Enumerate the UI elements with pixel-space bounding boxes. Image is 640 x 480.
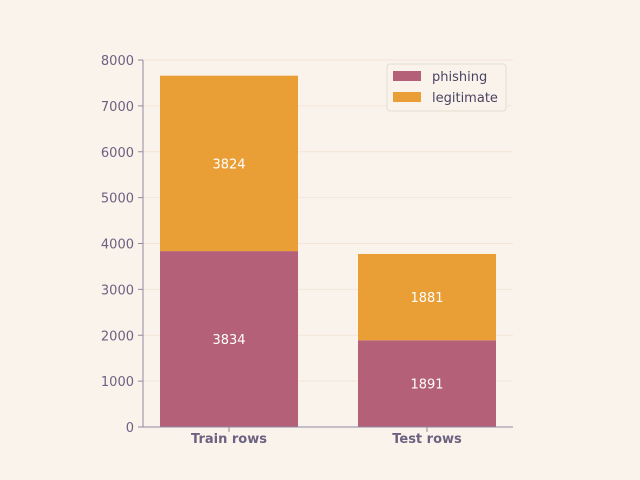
y-tick-label: 4000	[101, 238, 134, 253]
y-tick-label: 0	[126, 421, 134, 436]
axes: 0 1000 2000 3000 4000 5000 6000 7000 8000 Train r…	[101, 54, 513, 447]
legend-swatch-phishing	[393, 71, 421, 81]
y-tick-label: 6000	[101, 146, 134, 161]
y-tick-label: 8000	[101, 54, 134, 69]
bar-phishing-0	[160, 251, 298, 427]
y-tick-label: 3000	[101, 283, 134, 298]
legend-swatch-legitimate	[393, 92, 421, 102]
y-tick-label: 1000	[101, 375, 134, 390]
data-label: 1891	[410, 378, 443, 393]
y-tick-label: 7000	[101, 100, 134, 115]
data-label: 1881	[410, 291, 443, 306]
legend: phishing legitimate	[386, 63, 507, 112]
x-tick-label: Test rows	[392, 432, 462, 447]
legend-label-phishing: phishing	[432, 70, 487, 85]
legend-label-legitimate: legitimate	[432, 91, 498, 106]
bars	[160, 75, 496, 427]
bar-phishing-1	[358, 340, 496, 427]
data-label: 3834	[212, 333, 245, 348]
y-tick-label: 2000	[101, 329, 134, 344]
bar-legitimate-0	[160, 75, 298, 252]
bar-legitimate-1	[358, 253, 496, 341]
y-tick-label: 5000	[101, 192, 134, 207]
x-tick-label: Train rows	[191, 432, 267, 447]
data-labels: 3834 3824 1891 1881	[212, 157, 443, 392]
data-label: 3824	[212, 157, 245, 172]
